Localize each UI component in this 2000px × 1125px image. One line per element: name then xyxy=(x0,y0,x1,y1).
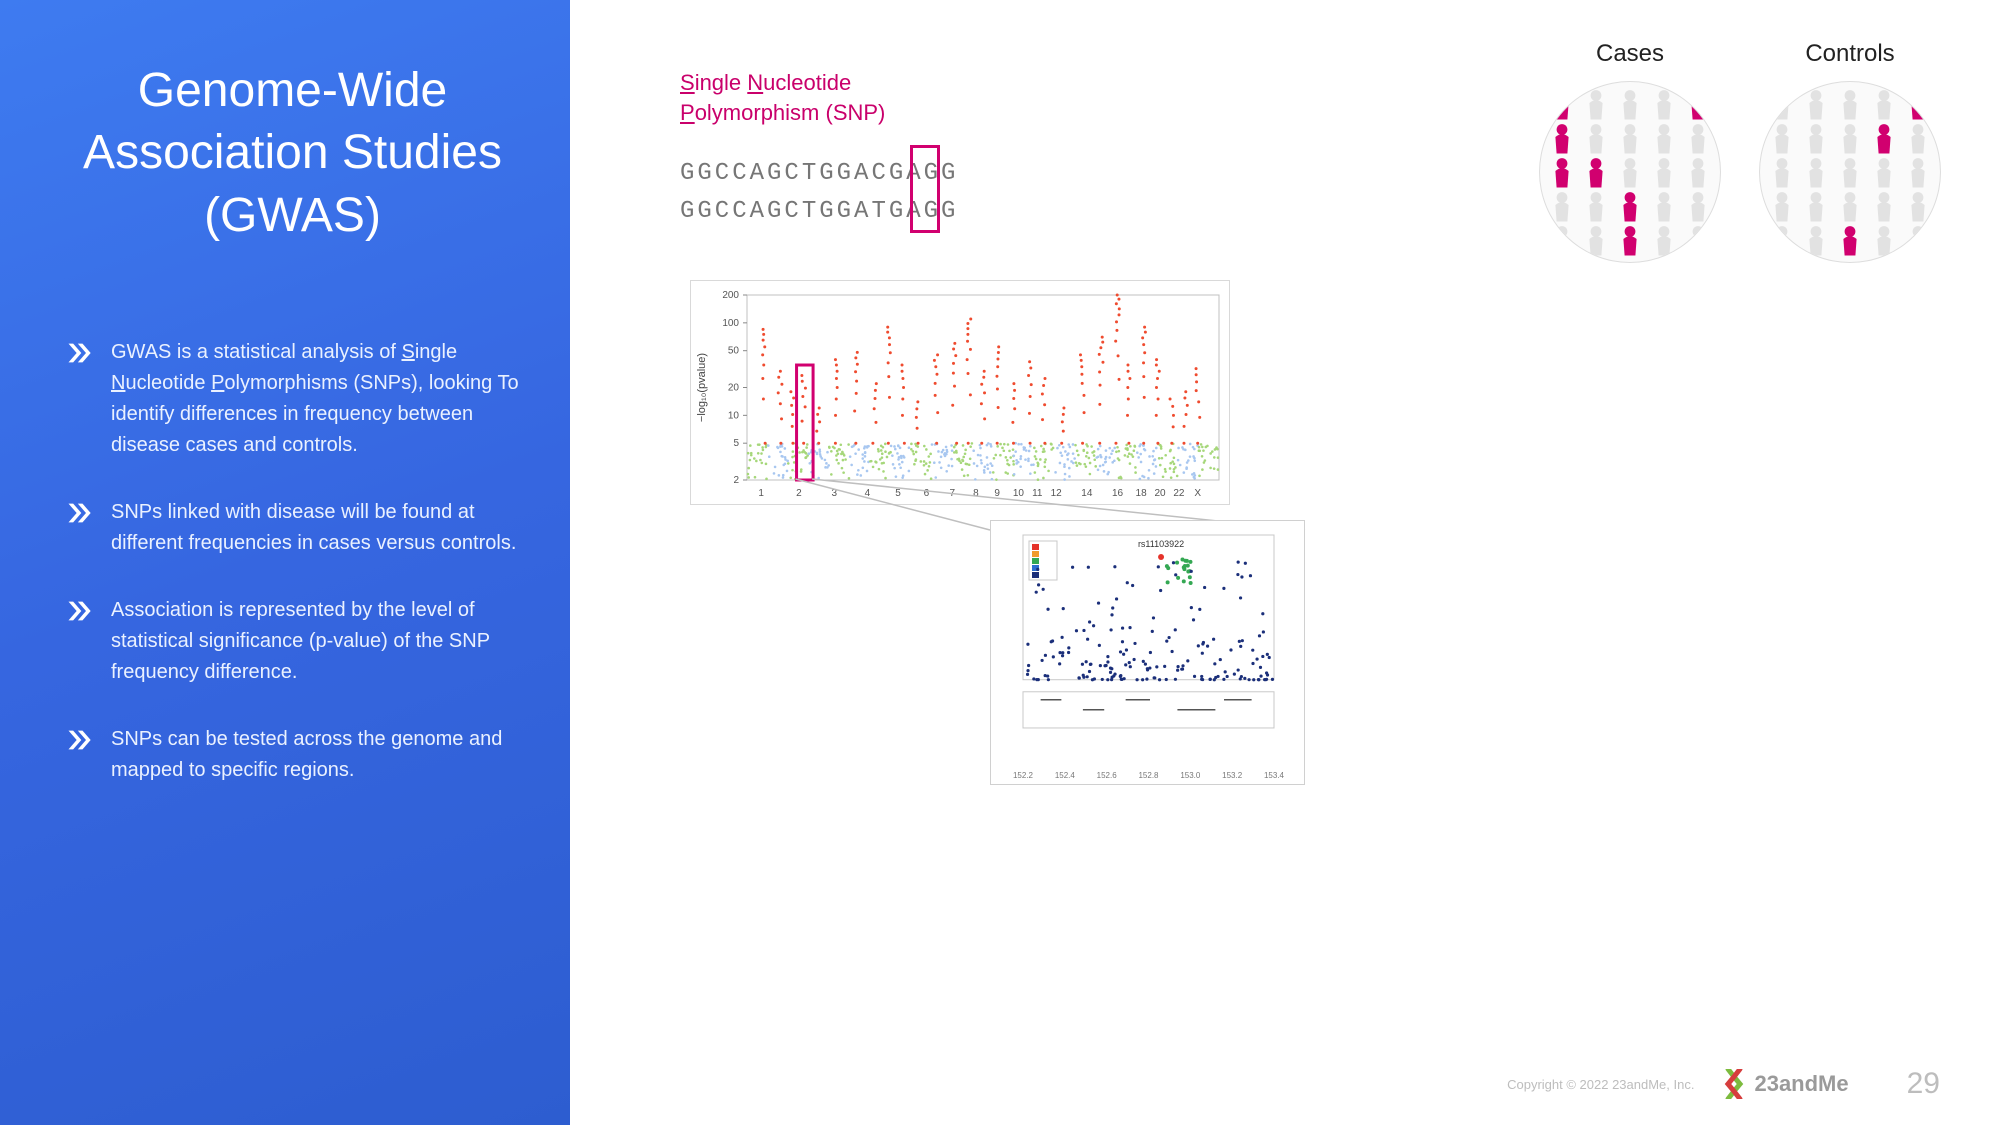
bullet-1-text: GWAS is a statistical analysis of Single… xyxy=(111,337,520,461)
brand: 23andMe xyxy=(1722,1069,1848,1099)
svg-text:152.8: 152.8 xyxy=(1138,771,1159,780)
copyright-text: Copyright © 2022 23andMe, Inc. xyxy=(1507,1077,1694,1092)
right-panel: Single Nucleotide Polymorphism (SNP) GGC… xyxy=(570,0,2000,1125)
slide: Genome-Wide Association Studies (GWAS) G… xyxy=(0,0,2000,1125)
top-row: Single Nucleotide Polymorphism (SNP) GGC… xyxy=(680,40,1940,262)
snp-sequences: GGCCAGCTGGACGAGG GGCCAGCTGGATGAGG xyxy=(680,155,958,229)
cases-circle xyxy=(1540,82,1720,262)
cases-column: Cases xyxy=(1540,40,1720,262)
brand-logo-icon xyxy=(1722,1069,1746,1099)
chevron-icon xyxy=(65,339,93,367)
locus-wrap: rs11103922 152.2 152.4 152.6 152.8 153.0 153.2… xyxy=(990,520,1305,790)
title-line-3: (GWAS) xyxy=(204,189,381,242)
page-title: Genome-Wide Association Studies (GWAS) xyxy=(65,60,520,247)
bullet-4: SNPs can be tested across the genome and… xyxy=(65,724,520,786)
svg-text:152.2: 152.2 xyxy=(1013,771,1034,780)
left-panel: Genome-Wide Association Studies (GWAS) G… xyxy=(0,0,570,1125)
svg-text:153.2: 153.2 xyxy=(1222,771,1243,780)
svg-text:152.6: 152.6 xyxy=(1097,771,1118,780)
svg-text:rs11103922: rs11103922 xyxy=(1138,539,1184,549)
bullet-4-text: SNPs can be tested across the genome and… xyxy=(111,724,520,786)
controls-circle xyxy=(1760,82,1940,262)
svg-text:153.4: 153.4 xyxy=(1264,771,1285,780)
snp-block: Single Nucleotide Polymorphism (SNP) GGC… xyxy=(680,40,958,230)
bullet-list: GWAS is a statistical analysis of Single… xyxy=(65,337,520,786)
chevron-icon xyxy=(65,499,93,527)
chevron-icon xyxy=(65,597,93,625)
bullet-2: SNPs linked with disease will be found a… xyxy=(65,497,520,559)
controls-label: Controls xyxy=(1805,40,1894,68)
manhattan-wrap: 25102050100200−log₁₀(pvalue)123456789101… xyxy=(690,280,1940,510)
bullet-1: GWAS is a statistical analysis of Single… xyxy=(65,337,520,461)
chevron-icon xyxy=(65,726,93,754)
cases-label: Cases xyxy=(1596,40,1664,68)
controls-column: Controls xyxy=(1760,40,1940,262)
svg-text:152.4: 152.4 xyxy=(1055,771,1076,780)
bullet-2-text: SNPs linked with disease will be found a… xyxy=(111,497,520,559)
snp-title: Single Nucleotide Polymorphism (SNP) xyxy=(680,68,958,127)
snp-highlight-box xyxy=(910,145,940,233)
page-number: 29 xyxy=(1907,1067,1940,1101)
locus-plot: rs11103922 152.2 152.4 152.6 152.8 153.0 153.2… xyxy=(990,520,1305,785)
svg-text:153.0: 153.0 xyxy=(1180,771,1201,780)
footer: Copyright © 2022 23andMe, Inc. 23andMe 2… xyxy=(570,1067,1940,1101)
bullet-3-text: Association is represented by the level … xyxy=(111,595,520,688)
title-line-2: Association Studies xyxy=(83,126,502,179)
title-line-1: Genome-Wide xyxy=(138,64,447,117)
population-circles: Cases Controls xyxy=(1018,40,1940,262)
bullet-3: Association is represented by the level … xyxy=(65,595,520,688)
brand-text: 23andMe xyxy=(1754,1071,1848,1097)
